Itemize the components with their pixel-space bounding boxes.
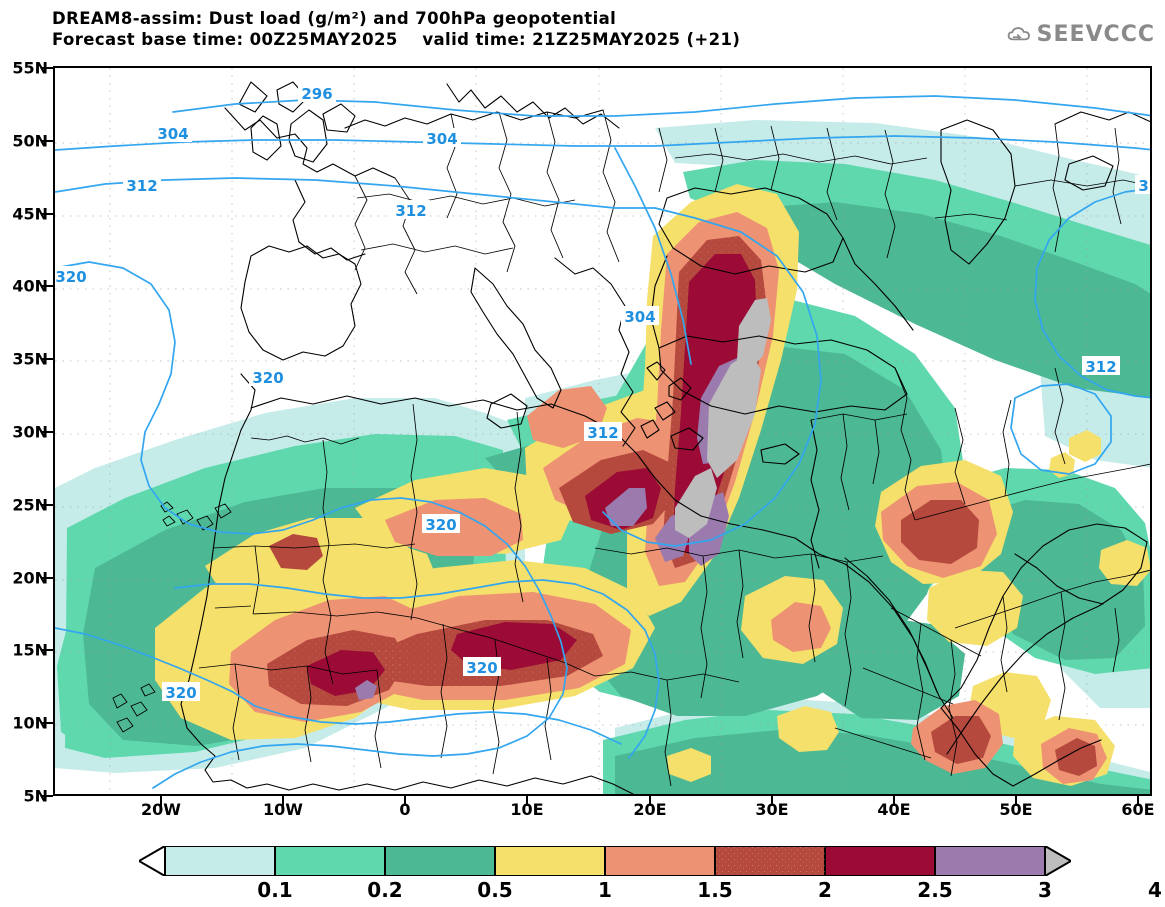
svg-text:304: 304 [157,125,188,143]
svg-text:320: 320 [165,684,196,702]
colorbar-tick-2: 2 [818,878,832,902]
colorbar-tick-1-5: 1.5 [697,878,733,902]
cloud-icon [1007,27,1030,41]
lat-tick-label-25n: 25N [12,495,48,515]
lat-tick-label-5n: 5N [23,786,48,806]
lon-tick-label-10e: 10E [510,800,544,819]
lat-tick-label-45n: 45N [12,204,48,224]
lat-tick-mark [42,358,53,360]
lon-tick-label-30e: 30E [755,800,789,819]
lon-tick-label-60e: 60E [1121,800,1155,819]
lon-tick-label-20w: 20W [141,800,181,819]
colorbar-bin-0-1-0-2 [164,846,276,876]
lat-tick-label-15n: 15N [12,640,48,660]
lon-tick-mark [893,796,895,806]
lon-tick-mark [771,796,773,806]
forecast-time-line: Forecast base time: 00Z25MAY2025 valid t… [52,30,741,49]
dust-load-field: 296 304 304 312 312 312 320 [55,68,1150,794]
svg-text:320: 320 [55,268,86,286]
svg-text:296: 296 [301,85,332,103]
svg-text:304: 304 [624,308,655,326]
svg-text:312: 312 [1138,177,1150,195]
lat-tick-label-20n: 20N [12,568,48,588]
seevccc-logo: SEEVCCC [1007,16,1155,52]
lat-tick-mark [42,431,53,433]
lat-tick-mark [42,140,53,142]
colorbar-bin--0-1 [139,846,166,876]
svg-text:312: 312 [126,177,157,195]
lon-tick-mark [649,796,651,806]
colorbar-bin-1-5-2 [604,846,716,876]
logo-text: SEEVCCC [1036,21,1155,47]
colorbar-bin-0-2-0-5 [274,846,386,876]
colorbar-swatches [139,846,1071,876]
lon-tick-label-40e: 40E [877,800,911,819]
lat-tick-label-50n: 50N [12,131,48,151]
colorbar-tick-0-2: 0.2 [367,878,403,902]
colorbar-bin--4 [1044,846,1071,876]
colorbar-tick-3: 3 [1038,878,1052,902]
lat-tick-label-40n: 40N [12,276,48,296]
colorbar[interactable] [139,846,1071,876]
lat-tick-mark [42,649,53,651]
colorbar-tick-0-5: 0.5 [477,878,513,902]
lon-tick-mark [160,796,162,806]
lat-tick-label-35n: 35N [12,349,48,369]
lon-tick-mark [404,796,406,806]
lat-tick-mark [42,577,53,579]
page-title: DREAM8-assim: Dust load (g/m²) and 700hP… [52,9,617,28]
svg-text:320: 320 [425,516,456,534]
svg-text:304: 304 [426,130,457,148]
map-plot-area[interactable]: 296 304 304 312 312 312 320 [53,66,1152,796]
svg-text:312: 312 [395,202,426,220]
svg-text:320: 320 [252,369,283,387]
lon-tick-label-50e: 50E [999,800,1033,819]
colorbar-bin-0-5-1 [384,846,496,876]
colorbar-tick-0-1: 0.1 [257,878,293,902]
lon-tick-mark [526,796,528,806]
colorbar-tick-4: 4 [1148,878,1162,902]
colorbar-tick-2-5: 2.5 [917,878,953,902]
svg-text:312: 312 [587,424,618,442]
lon-tick-mark [282,796,284,806]
colorbar-tick-1: 1 [598,878,612,902]
contour-labels: 296 304 304 312 312 312 320 [55,83,1150,702]
lat-tick-label-55n: 55N [12,58,48,78]
lat-tick-mark [42,285,53,287]
geopotential-contours [55,95,1150,789]
lat-tick-mark [42,67,53,69]
colorbar-texture [715,847,825,875]
colorbar-bin-3-4 [934,846,1046,876]
lat-tick-mark [42,722,53,724]
colorbar-bin-1-1-5 [494,846,606,876]
lon-tick-label-20e: 20E [633,800,667,819]
lat-tick-mark [42,213,53,215]
lon-tick-mark [1015,796,1017,806]
svg-text:320: 320 [466,659,497,677]
lat-tick-label-30n: 30N [12,422,48,442]
svg-text:312: 312 [1085,358,1116,376]
colorbar-bin-2-5-3 [824,846,936,876]
lon-tick-mark [1137,796,1139,806]
lat-tick-label-10n: 10N [12,713,48,733]
lat-tick-mark [42,504,53,506]
lat-tick-mark [42,795,53,797]
lon-tick-label-0: 0 [399,800,411,819]
chart-title-block: DREAM8-assim: Dust load (g/m²) and 700hP… [52,8,952,50]
lon-tick-label-10w: 10W [263,800,303,819]
map-canvas: 296 304 304 312 312 312 320 [55,68,1150,794]
